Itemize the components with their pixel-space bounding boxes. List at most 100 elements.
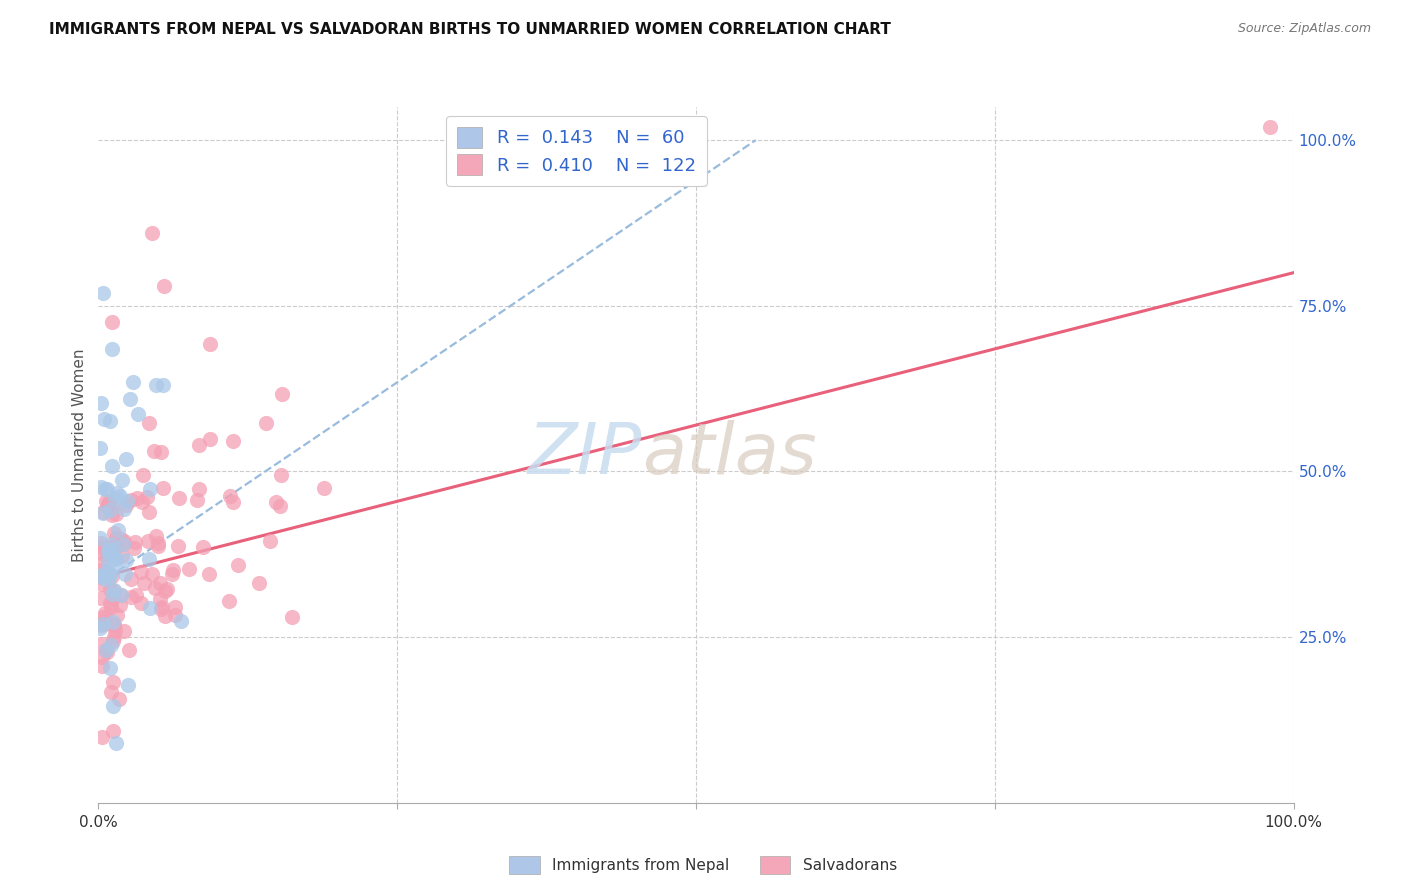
Point xyxy=(165,599,187,614)
Point xyxy=(103,618,125,632)
Point xyxy=(100,685,122,699)
Point xyxy=(198,337,221,351)
Point xyxy=(120,572,142,586)
Point xyxy=(187,437,209,451)
Point xyxy=(104,540,127,554)
Point xyxy=(270,468,292,483)
Point xyxy=(111,537,134,551)
Point xyxy=(100,600,122,615)
Point xyxy=(91,658,114,673)
Point xyxy=(120,591,142,605)
Legend: Immigrants from Nepal, Salvadorans: Immigrants from Nepal, Salvadorans xyxy=(503,850,903,880)
Point xyxy=(139,483,162,497)
Point xyxy=(89,531,111,545)
Point xyxy=(281,609,304,624)
Point xyxy=(94,566,117,580)
Point xyxy=(104,552,127,566)
Point xyxy=(271,387,294,401)
Point xyxy=(97,555,120,569)
Point xyxy=(101,568,124,582)
Point xyxy=(91,616,114,631)
Point xyxy=(104,623,127,637)
Point xyxy=(312,481,335,495)
Point xyxy=(110,588,132,602)
Point xyxy=(98,582,121,596)
Point xyxy=(162,567,184,582)
Point xyxy=(132,575,155,590)
Point xyxy=(143,581,166,595)
Point xyxy=(96,482,118,496)
Point xyxy=(90,480,112,494)
Point xyxy=(110,532,132,546)
Point xyxy=(131,495,153,509)
Point xyxy=(100,541,122,555)
Point xyxy=(103,699,125,714)
Y-axis label: Births to Unmarried Women: Births to Unmarried Women xyxy=(72,348,87,562)
Point xyxy=(117,678,139,692)
Point xyxy=(101,723,124,738)
Point xyxy=(103,543,125,558)
Point xyxy=(115,553,138,567)
Point xyxy=(149,592,172,607)
Point xyxy=(93,615,115,629)
Point xyxy=(101,634,124,648)
Point xyxy=(101,458,124,473)
Point xyxy=(122,376,145,390)
Point xyxy=(114,452,136,467)
Point xyxy=(145,529,167,543)
Point xyxy=(93,606,115,620)
Point xyxy=(136,490,159,504)
Point xyxy=(156,582,179,596)
Point xyxy=(108,692,131,706)
Point xyxy=(96,494,118,508)
Point xyxy=(104,491,127,505)
Point xyxy=(103,630,125,644)
Point xyxy=(100,661,122,675)
Point xyxy=(108,598,131,612)
Point xyxy=(90,650,112,665)
Point xyxy=(98,503,121,517)
Point xyxy=(127,408,149,422)
Point xyxy=(162,563,184,577)
Point xyxy=(141,226,163,240)
Point xyxy=(146,536,169,550)
Point xyxy=(114,566,136,581)
Point xyxy=(218,594,240,608)
Point xyxy=(264,494,287,508)
Point xyxy=(138,416,160,430)
Point xyxy=(90,556,112,570)
Text: IMMIGRANTS FROM NEPAL VS SALVADORAN BIRTHS TO UNMARRIED WOMEN CORRELATION CHART: IMMIGRANTS FROM NEPAL VS SALVADORAN BIRT… xyxy=(49,22,891,37)
Point xyxy=(228,558,250,572)
Point xyxy=(103,551,125,566)
Point xyxy=(112,502,135,516)
Point xyxy=(167,539,190,553)
Text: atlas: atlas xyxy=(643,420,817,490)
Point xyxy=(89,621,111,635)
Point xyxy=(129,566,152,580)
Point xyxy=(118,392,141,407)
Point xyxy=(124,534,146,549)
Point xyxy=(222,495,245,509)
Point xyxy=(90,563,112,577)
Point xyxy=(115,498,138,512)
Point xyxy=(105,736,128,750)
Point xyxy=(98,414,121,428)
Point xyxy=(89,568,111,582)
Point xyxy=(91,730,114,744)
Point xyxy=(103,618,125,632)
Point xyxy=(141,566,163,581)
Point xyxy=(191,540,214,554)
Point xyxy=(100,342,122,356)
Point xyxy=(254,416,277,430)
Point xyxy=(91,577,114,591)
Point xyxy=(247,576,270,591)
Point xyxy=(101,508,124,523)
Point xyxy=(101,615,124,629)
Point xyxy=(120,492,142,507)
Point xyxy=(93,617,115,632)
Point xyxy=(132,468,155,483)
Point xyxy=(107,523,129,537)
Point xyxy=(93,506,115,520)
Point xyxy=(96,547,118,561)
Point xyxy=(93,411,115,425)
